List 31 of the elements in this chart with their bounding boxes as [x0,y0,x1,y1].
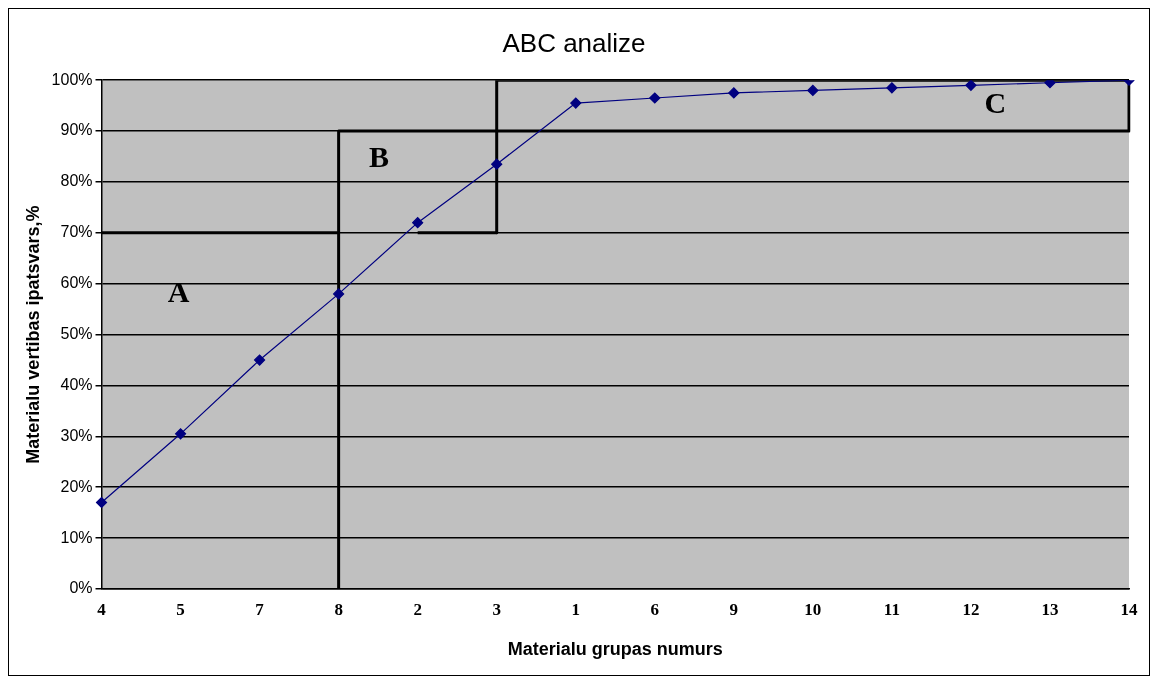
y-tick-label: 20% [60,477,93,495]
x-tick-label: 11 [883,599,900,619]
y-tick-label: 0% [69,579,93,597]
y-tick-label: 80% [60,172,93,190]
x-tick-label: 2 [413,599,422,619]
annotation: B [368,139,389,173]
y-tick-label: 90% [60,121,93,139]
x-tick-label: 6 [650,599,660,619]
x-tick-label: 14 [1120,599,1138,619]
y-tick-label: 100% [51,70,93,88]
x-tick-label: 12 [962,599,980,619]
x-tick-label: 4 [97,599,107,619]
x-tick-label: 10 [804,599,822,619]
y-tick-label: 10% [60,528,93,546]
x-tick-label: 3 [492,599,501,619]
y-tick-label: 60% [60,274,93,292]
x-tick-label: 5 [176,599,185,619]
chart-title: ABC analize [502,27,646,58]
y-tick-label: 30% [60,426,93,444]
annotation: C [984,86,1007,120]
x-tick-label: 8 [334,599,343,619]
y-tick-label: 40% [60,375,93,393]
x-tick-label: 9 [729,599,739,619]
y-tick-label: 70% [60,223,93,241]
y-tick-label: 50% [60,325,93,343]
x-axis-title: Materialu grupas numurs [507,639,723,660]
annotation: A [167,274,190,308]
y-axis-title: Materialu vertibas ipatsvars,% [22,205,43,464]
x-tick-label: 1 [571,599,580,619]
x-tick-label: 13 [1041,599,1059,619]
x-tick-label: 7 [255,599,265,619]
